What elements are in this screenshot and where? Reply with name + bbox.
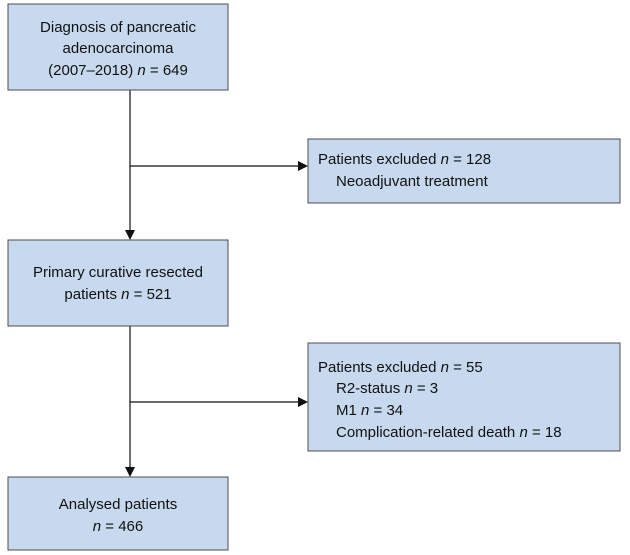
arrowhead — [298, 397, 308, 407]
node-text: R2-status n = 3 — [336, 380, 438, 397]
text-segment: n — [93, 518, 101, 535]
text-segment: = 34 — [369, 402, 403, 419]
text-segment: = 466 — [101, 518, 143, 535]
node-text: M1 n = 34 — [336, 402, 403, 419]
text-segment: = 128 — [449, 151, 491, 168]
node-box — [307, 342, 621, 452]
text-segment: Diagnosis of pancreatic — [40, 19, 196, 36]
node-text: Patients excluded n = 128 — [318, 151, 491, 168]
text-segment: n — [441, 359, 449, 376]
text-segment: n — [121, 286, 129, 303]
text-segment: Complication-related death — [336, 424, 519, 441]
node-box — [307, 138, 621, 204]
text-segment: = 55 — [449, 359, 483, 376]
arrowhead — [298, 161, 308, 171]
text-segment: n — [361, 402, 369, 419]
text-segment: Analysed patients — [59, 496, 177, 513]
node-text: Analysed patients — [59, 496, 177, 513]
text-segment: (2007–2018) — [48, 62, 137, 79]
text-segment: patients — [64, 286, 121, 303]
text-segment: Patients excluded — [318, 359, 441, 376]
node-box — [7, 476, 229, 551]
text-segment: = 649 — [146, 62, 188, 79]
node-text: Complication-related death n = 18 — [336, 424, 562, 441]
node-text: Neoadjuvant treatment — [336, 173, 489, 190]
text-segment: = 3 — [413, 380, 438, 397]
text-segment: = 18 — [528, 424, 562, 441]
node-text: Diagnosis of pancreatic — [40, 19, 196, 36]
node-text: Patients excluded n = 55 — [318, 359, 483, 376]
text-segment: n — [137, 62, 145, 79]
text-segment: M1 — [336, 402, 361, 419]
text-segment: adenocarcinoma — [63, 40, 175, 57]
text-segment: n — [404, 380, 412, 397]
node-text: (2007–2018) n = 649 — [48, 62, 188, 79]
text-segment: = 521 — [129, 286, 171, 303]
text-segment: n — [519, 424, 527, 441]
arrowhead — [125, 230, 135, 240]
node-box — [7, 3, 229, 91]
text-segment: n — [441, 151, 449, 168]
text-segment: Primary curative resected — [33, 264, 203, 281]
text-segment: Patients excluded — [318, 151, 441, 168]
arrowhead — [125, 467, 135, 477]
node-text: adenocarcinoma — [63, 40, 175, 57]
node-text: n = 466 — [93, 518, 143, 535]
node-text: patients n = 521 — [64, 286, 171, 303]
text-segment: Neoadjuvant treatment — [336, 173, 489, 190]
node-box — [7, 239, 229, 327]
text-segment: R2-status — [336, 380, 404, 397]
node-text: Primary curative resected — [33, 264, 203, 281]
